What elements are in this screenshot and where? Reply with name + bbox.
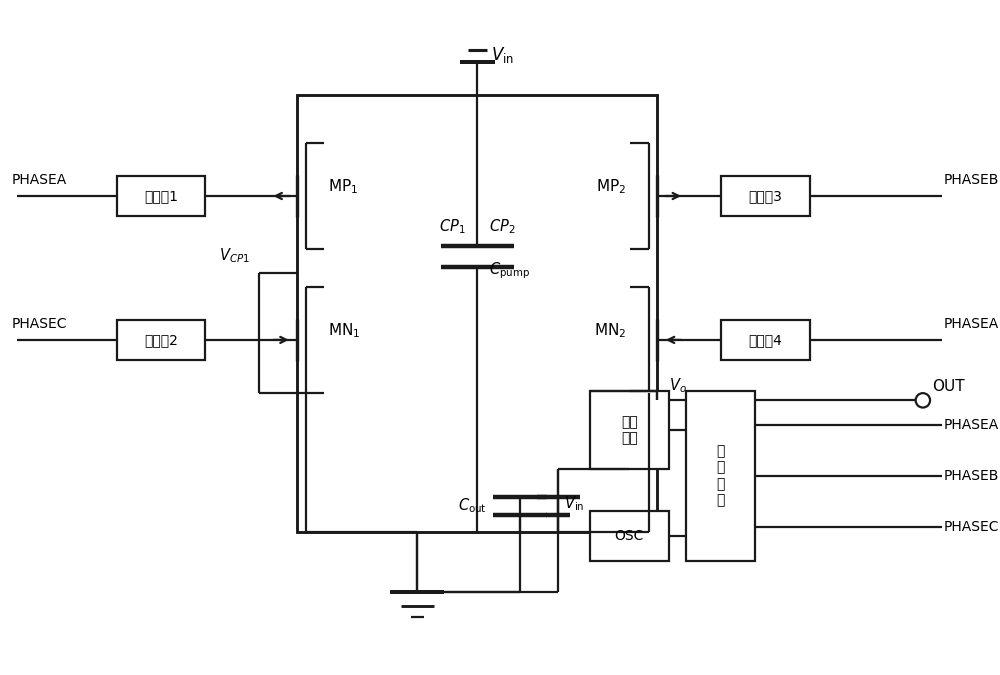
Text: $\rm MN_1$: $\rm MN_1$ xyxy=(328,321,361,340)
Text: 驱动器1: 驱动器1 xyxy=(144,189,178,203)
Text: PHASEA: PHASEA xyxy=(12,173,67,188)
Text: 压差
检测: 压差 检测 xyxy=(621,415,638,446)
Text: 驱动器2: 驱动器2 xyxy=(144,333,178,347)
Text: $\rm MN_2$: $\rm MN_2$ xyxy=(594,321,626,340)
Text: $\rm MP_2$: $\rm MP_2$ xyxy=(596,177,626,196)
Bar xyxy=(117,320,205,360)
Text: $C_{\rm out}$: $C_{\rm out}$ xyxy=(458,497,487,515)
Text: PHASEC: PHASEC xyxy=(12,317,67,331)
Text: OSC: OSC xyxy=(615,529,644,543)
Bar xyxy=(590,391,669,469)
Text: $C_{\rm pump}$: $C_{\rm pump}$ xyxy=(489,261,530,281)
Text: PHASEA: PHASEA xyxy=(944,418,999,432)
Text: PHASEC: PHASEC xyxy=(944,520,999,533)
Text: OUT: OUT xyxy=(932,379,965,394)
Text: $V_o$: $V_o$ xyxy=(669,376,686,395)
Text: 驱动器3: 驱动器3 xyxy=(749,189,782,203)
Text: $CP_1$: $CP_1$ xyxy=(439,217,466,236)
Bar xyxy=(117,176,205,216)
Bar xyxy=(590,511,669,560)
Bar xyxy=(721,320,810,360)
Text: $V_{CP1}$: $V_{CP1}$ xyxy=(219,246,249,265)
Text: 线
性
调
制: 线 性 调 制 xyxy=(716,444,725,507)
Bar xyxy=(686,391,755,560)
Text: $V_{\rm in}$: $V_{\rm in}$ xyxy=(491,45,514,65)
Bar xyxy=(721,176,810,216)
Text: PHASEA: PHASEA xyxy=(944,317,999,331)
Text: PHASEB: PHASEB xyxy=(944,468,999,483)
Text: $CP_2$: $CP_2$ xyxy=(489,217,515,236)
Text: PHASEB: PHASEB xyxy=(944,173,999,188)
Bar xyxy=(297,95,657,532)
Text: 驱动器4: 驱动器4 xyxy=(749,333,782,347)
Text: $V_{\rm in}$: $V_{\rm in}$ xyxy=(564,495,585,513)
Text: $\rm MP_1$: $\rm MP_1$ xyxy=(328,177,358,196)
